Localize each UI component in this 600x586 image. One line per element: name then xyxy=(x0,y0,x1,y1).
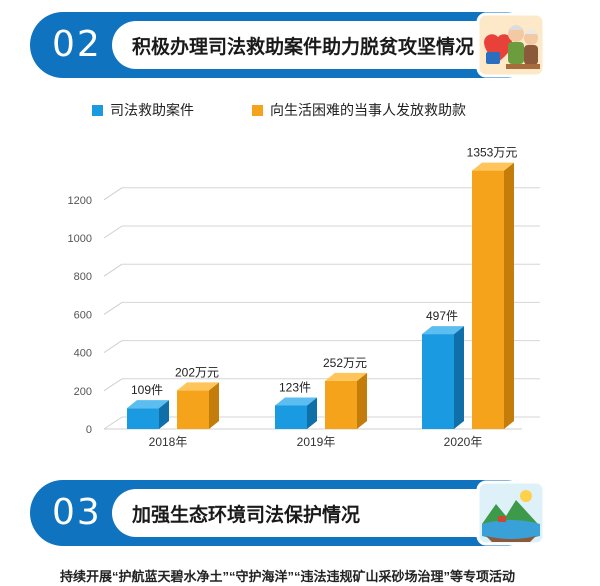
grid-line-side xyxy=(103,340,123,354)
legend-swatch xyxy=(92,105,103,116)
bar xyxy=(127,408,159,429)
section-title: 加强生态环境司法保护情况 xyxy=(132,505,361,526)
legend-label: 向生活困难的当事人发放救助款 xyxy=(270,102,466,118)
elderly-couple-icon xyxy=(476,12,546,78)
y-tick-label: 400 xyxy=(74,348,92,360)
bar-side xyxy=(159,400,169,429)
bar-side xyxy=(504,162,514,429)
bar-chart: 0 200 400 600 800 1000 1200 109件 202万元 123件 252万元… xyxy=(68,102,540,449)
section-title-pill: 加强生态环境司法保护情况 xyxy=(112,489,504,537)
x-category-label: 2019年 xyxy=(297,435,336,449)
y-tick-label: 800 xyxy=(74,271,92,283)
bar-value-label: 109件 xyxy=(131,383,163,397)
bar-top xyxy=(325,372,367,381)
x-category-label: 2018年 xyxy=(149,435,188,449)
grid-line-side xyxy=(103,301,123,315)
footer-text: 持续开展“护航蓝天碧水净土”“守护海洋”“违法违规矿山采砂场治理”等专项活动 xyxy=(60,569,516,584)
bar-side xyxy=(209,382,219,429)
chart-legend: 司法救助案件 向生活困难的当事人发放救助款 xyxy=(92,102,466,118)
bar-side xyxy=(454,326,464,429)
y-tick-label: 1200 xyxy=(68,195,92,207)
bar-side xyxy=(307,397,317,429)
bar-value-label: 252万元 xyxy=(323,356,367,370)
grid-line-side xyxy=(103,263,123,277)
y-tick-label: 200 xyxy=(74,386,92,398)
grid-line-side xyxy=(103,187,123,201)
section-number: 03 xyxy=(52,492,102,533)
ecology-landscape-icon xyxy=(476,480,546,546)
bar-top xyxy=(127,400,169,409)
y-tick-label: 1000 xyxy=(68,233,92,245)
grid-line-side xyxy=(103,416,123,430)
legend-label: 司法救助案件 xyxy=(110,102,194,118)
grid-line-side xyxy=(103,225,123,239)
bar-value-label: 1353万元 xyxy=(467,146,518,160)
bar-value-label: 497件 xyxy=(426,309,458,323)
bar-top xyxy=(275,397,317,406)
bar-top xyxy=(472,162,514,171)
legend-swatch xyxy=(252,105,263,116)
x-category-label: 2020年 xyxy=(444,435,483,449)
bar-value-label: 123件 xyxy=(279,381,311,395)
bar xyxy=(422,334,454,429)
section-title: 积极办理司法救助案件助力脱贫攻坚情况 xyxy=(132,37,475,58)
chart-bars: 109件 202万元 123件 252万元 497件 1353万元 xyxy=(127,146,517,429)
bar xyxy=(275,405,307,429)
bar xyxy=(325,380,357,429)
y-axis-ticks: 0 200 400 600 800 1000 1200 xyxy=(68,195,92,436)
bar xyxy=(472,170,504,429)
bar-value-label: 202万元 xyxy=(175,365,219,379)
bar xyxy=(177,390,209,429)
bar-top xyxy=(422,326,464,335)
y-tick-label: 600 xyxy=(74,309,92,321)
grid-line-side xyxy=(103,378,123,392)
x-axis-categories: 2018年 2019年 2020年 xyxy=(149,435,483,449)
section-02-banner: 02 积极办理司法救助案件助力脱贫攻坚情况 xyxy=(30,12,546,78)
bar-side xyxy=(357,372,367,429)
section-number: 02 xyxy=(52,24,102,65)
bar-top xyxy=(177,382,219,391)
section-03-banner: 03 加强生态环境司法保护情况 xyxy=(30,480,546,546)
y-tick-label: 0 xyxy=(86,424,92,436)
section-title-pill: 积极办理司法救助案件助力脱贫攻坚情况 xyxy=(112,21,504,69)
